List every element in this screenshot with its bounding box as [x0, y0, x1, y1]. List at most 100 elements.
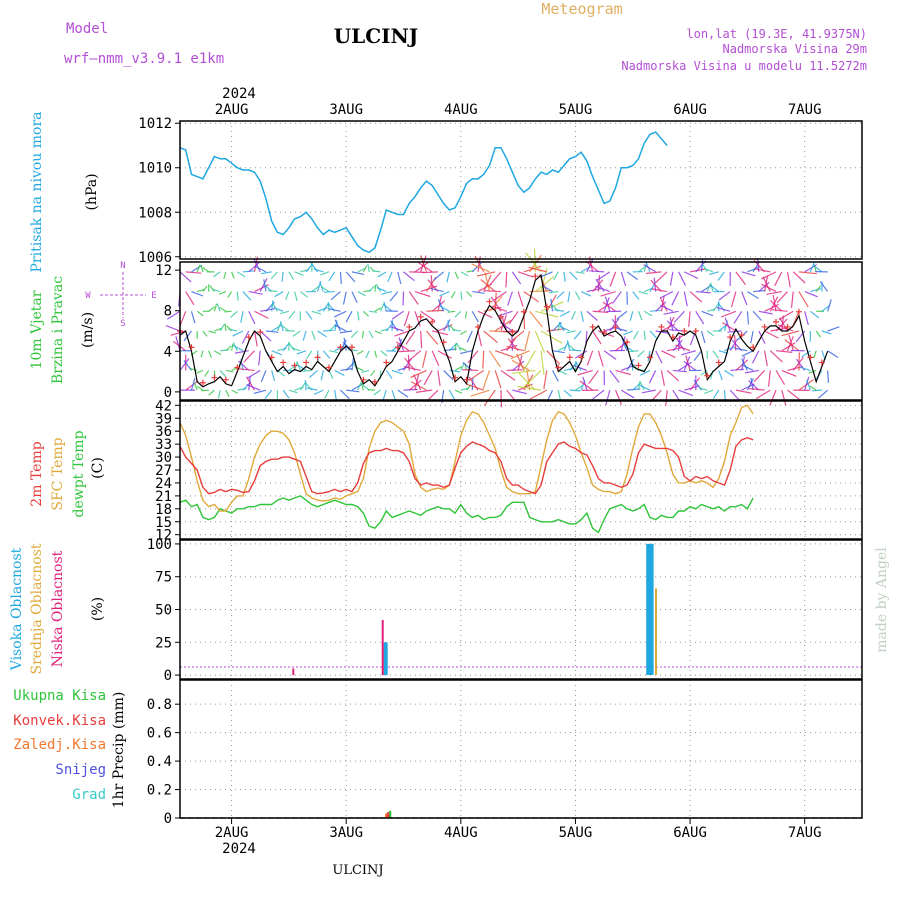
wind-arrow: [314, 269, 324, 272]
wind-arrow: [772, 310, 787, 312]
wind-arrow: [432, 351, 439, 366]
wind-arrow: [702, 331, 705, 343]
wind-arrow: [570, 390, 581, 391]
wind-arrow: [318, 308, 328, 312]
wind-arrow: [707, 331, 713, 336]
wind-arrow: [805, 311, 809, 325]
wind-arrow: [617, 311, 627, 319]
wind-arrow: [501, 370, 515, 380]
high-cloud-label: Visoka Oblacnost: [9, 547, 25, 671]
precip-panel: 00.20.40.60.8 Ukupna Kisa Konvek.Kisa Za…: [13, 688, 862, 827]
wind-arrow: [525, 331, 530, 351]
wind-arrow: [197, 387, 203, 391]
wind-arrow: [444, 370, 453, 379]
wind-arrow: [312, 331, 315, 340]
wind-arrow: [638, 311, 642, 320]
wind-arrow: [390, 292, 398, 302]
wind-arrow: [180, 272, 191, 282]
wind-arrow: [340, 390, 349, 399]
wind-arrow: [646, 272, 662, 274]
legend-freezing: Zaledj.Kisa: [13, 737, 106, 753]
wind-arrow: [776, 351, 792, 353]
wind-arrow: [518, 292, 523, 307]
wind-arrow: [634, 331, 639, 339]
wind-arrow: [197, 370, 203, 372]
bottom-date-label: 3AUG: [329, 825, 363, 841]
wind-arrow: [0, 0, 839, 331]
wind-arrow: [509, 311, 518, 324]
wind-arrow: [381, 351, 388, 356]
lonlat-text: lon,lat (19.3E, 41.9375N): [686, 27, 867, 41]
wind-arrow: [232, 344, 233, 351]
cloud-bars: [292, 544, 657, 675]
wind-arrow: [357, 351, 363, 355]
y-tick-label: 1008: [138, 205, 172, 221]
pressure-line: [180, 132, 667, 252]
wind-arrow: [324, 292, 335, 293]
wind-arrow: [524, 370, 542, 387]
cloud-bar-high: [650, 544, 654, 675]
wind-arrow: [644, 331, 645, 340]
wind-arrow: [191, 265, 202, 272]
wind-arrow: [621, 272, 625, 286]
wind-arrow: [673, 370, 687, 371]
wind-arrow: [661, 351, 675, 358]
wind-arrow: [374, 390, 381, 395]
wind-arrow: [598, 351, 603, 367]
wind-arrow: [0, 0, 845, 292]
wind-arrow: [485, 273, 489, 292]
wind-arrow: [312, 311, 321, 314]
wind-arrow: [724, 370, 733, 376]
wind-arrow: [674, 311, 684, 322]
wind-arrow: [323, 351, 330, 359]
wind-arrow: [283, 390, 289, 398]
wind-arrow: [754, 370, 765, 381]
wind-arrow: [398, 272, 401, 284]
wind-arrow: [650, 310, 661, 311]
wind-arrow: [237, 292, 238, 301]
y-tick-label: 75: [155, 570, 172, 586]
wind-arrow: [507, 370, 523, 371]
wind-arrow: [799, 272, 817, 274]
y-tick-label: 1010: [138, 161, 172, 177]
precip-bars: [385, 811, 391, 818]
wind-arrow: [233, 345, 243, 350]
mid-cloud-label: Srednja Oblacnost: [29, 543, 45, 674]
wind-arrow: [358, 292, 366, 296]
wind-arrow: [305, 380, 306, 390]
wind-arrow: [640, 385, 650, 390]
wind-arrow: [369, 286, 374, 292]
wind-arrow: [249, 311, 255, 324]
y-tick-label: 0.6: [147, 726, 172, 742]
wind-arrow: [404, 272, 415, 281]
wind-arrow: [271, 272, 277, 279]
wind-arrow: [736, 390, 752, 393]
wind-arrow: [638, 292, 647, 294]
wind-arrow: [226, 346, 231, 351]
compass-cross: [100, 272, 146, 318]
wind-arrow: [386, 370, 392, 378]
wind-arrow: [244, 351, 255, 362]
panel-frame: [180, 680, 862, 818]
wind-arrow: [694, 351, 701, 361]
wind-arrow: [664, 311, 679, 314]
wind-arrow: [462, 370, 478, 371]
low-cloud-label: Niska Oblacnost: [50, 550, 66, 667]
legend-convective: Konvek.Kisa: [13, 713, 106, 729]
cloud-unit: (%): [90, 597, 106, 621]
wind-arrow: [730, 390, 739, 400]
y-tick-label: 8: [164, 304, 172, 320]
wind-arrow: [282, 272, 283, 282]
wind-arrow: [375, 285, 376, 292]
top-date-label: 2AUG: [215, 102, 249, 118]
wind-arrow: [243, 292, 251, 301]
wind-arrow: [756, 390, 770, 398]
wind-arrow: [656, 272, 667, 283]
wind-arrow: [484, 331, 498, 343]
wind-arrow: [578, 370, 593, 375]
wind-arrow: [233, 331, 243, 336]
y-tick-label: 100: [147, 537, 172, 553]
wind-arrow: [770, 351, 782, 362]
wind-arrow: [329, 272, 335, 281]
